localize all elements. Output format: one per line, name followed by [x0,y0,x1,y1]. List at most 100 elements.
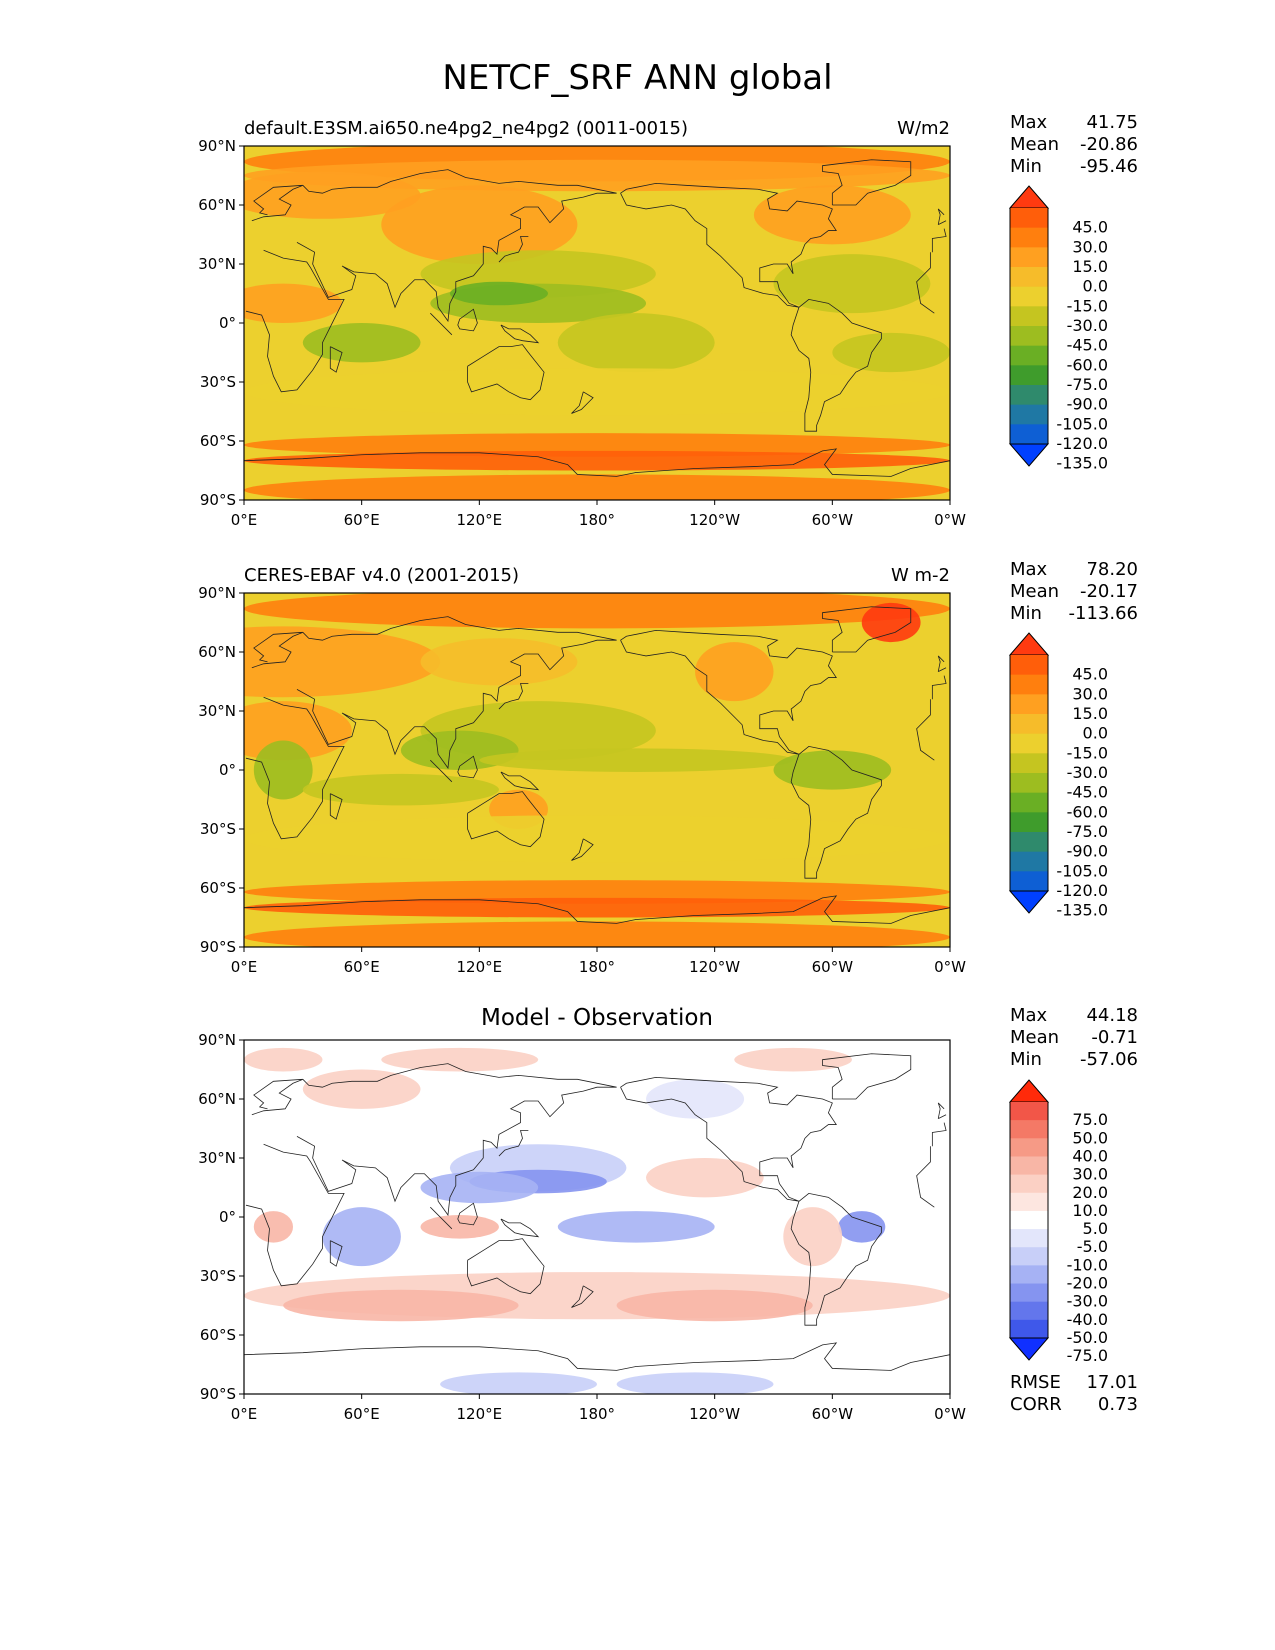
panel1-mean-row: Mean -20.86 [1010,134,1138,156]
colorbar-label: 20.0 [1072,1183,1108,1202]
panel1-colorbar: 45.030.015.00.0-15.0-30.0-45.0-60.0-75.0… [1008,185,1108,473]
colorbar-label: 0.0 [1083,724,1108,743]
coastline [498,683,529,710]
field-region [381,1047,539,1072]
colorbar-extend-bottom [1008,1337,1050,1361]
lon-tick-label: 0°E [231,958,258,976]
lon-tick-label: 180° [579,958,615,976]
colorbar-label: -135.0 [1056,454,1108,473]
coastline [467,1238,545,1295]
coastline [251,184,947,253]
lat-tick-label: 60°N [198,1090,236,1108]
lon-tick-label: 0°W [934,511,966,529]
field-region [861,602,921,643]
colorbar-segment [1010,1283,1048,1303]
lat-tick-label: 30°S [200,820,236,838]
field-region [244,283,343,323]
min-label: Min [1010,603,1042,624]
colorbar-extend-top [1008,632,1050,656]
colorbar-label: 50.0 [1072,1128,1108,1147]
coastline [937,208,947,226]
min-label: Min [1010,156,1042,177]
lat-tick-label: 60°S [200,432,236,450]
field-region [616,1372,774,1394]
coastline [467,344,545,401]
coastline [244,895,950,924]
coastline [430,312,453,336]
colorbar-segment [1010,385,1048,406]
coastline [329,793,343,820]
corr-label: CORR [1010,1394,1062,1415]
coastline [937,655,947,673]
colorbar-extend-top [1008,185,1050,209]
rmse-row: RMSE 17.01 [1010,1372,1138,1394]
field-region [420,1171,539,1204]
coastline [571,391,594,414]
min-value: -57.06 [1079,1049,1138,1070]
coastline [571,1285,594,1308]
colorbar-label: -120.0 [1056,434,1108,453]
field-region [734,1047,852,1072]
lat-tick-label: 60°N [198,643,236,661]
coastline [500,771,540,791]
coastline [790,298,882,432]
colorbar-label: 10.0 [1072,1201,1108,1220]
lat-tick-label: 0° [219,1208,236,1226]
coastline [430,1206,453,1230]
field-region [244,450,950,471]
lon-tick-label: 60°W [812,958,854,976]
field-region [244,171,421,219]
colorbar-label: -50.0 [1067,1328,1108,1347]
colorbar-label: -30.0 [1067,1292,1108,1311]
field-region [244,921,950,947]
lat-tick-label: 90°S [200,1385,236,1403]
max-value: 41.75 [1086,112,1138,133]
lon-tick-label: 180° [579,1405,615,1423]
coastline [937,1102,947,1120]
lon-tick-label: 60°W [812,511,854,529]
colorbar-label: -40.0 [1067,1310,1108,1329]
colorbar-label: -75.0 [1067,1346,1108,1365]
colorbar-label: -20.0 [1067,1274,1108,1293]
colorbar-label: -90.0 [1067,842,1108,861]
colorbar-label: -75.0 [1067,375,1108,394]
colorbar-segment [1010,1265,1048,1285]
colorbar-label: -45.0 [1067,783,1108,802]
rmse-label: RMSE [1010,1372,1061,1393]
colorbar-segment [1010,773,1048,794]
lat-tick-label: 90°N [198,584,236,602]
colorbar-segment [1010,1301,1048,1321]
panel2-title: CERES-EBAF v4.0 (2001-2015) [244,565,520,586]
colorbar-label: 45.0 [1072,218,1108,237]
coastline [498,1130,529,1157]
lat-tick-label: 30°N [198,1149,236,1167]
colorbar-label: 5.0 [1083,1219,1108,1238]
colorbar-segment [1010,227,1048,248]
lon-tick-label: 180° [579,511,615,529]
colorbar-segment [1010,1229,1048,1248]
colorbar-label: -120.0 [1056,881,1108,900]
field-region [244,880,950,904]
coastline [245,1143,935,1287]
colorbar-segment [1010,714,1048,735]
max-label: Max [1010,112,1048,133]
colorbar-extend-bottom [1008,890,1050,914]
lat-tick-label: 0° [219,314,236,332]
colorbar-segment [1010,871,1048,892]
colorbar-label: -105.0 [1056,861,1108,880]
panel1-min-row: Min -95.46 [1010,156,1138,178]
panel3-stats: Max 44.18 Mean -0.71 Min -57.06 [1010,1005,1138,1071]
colorbar-label: 0.0 [1083,277,1108,296]
mean-value: -20.86 [1079,134,1138,155]
panel2-min-row: Min -113.66 [1010,603,1138,625]
lon-tick-label: 0°E [231,1405,258,1423]
colorbar-segment [1010,267,1048,288]
colorbar-segment [1010,424,1048,445]
coastline [500,1218,540,1238]
colorbar-label: -135.0 [1056,901,1108,920]
mean-label: Mean [1010,134,1060,155]
field-region [440,1372,597,1394]
colorbar-label: -105.0 [1056,414,1108,433]
field-region [244,433,950,457]
lon-tick-label: 60°E [344,511,380,529]
